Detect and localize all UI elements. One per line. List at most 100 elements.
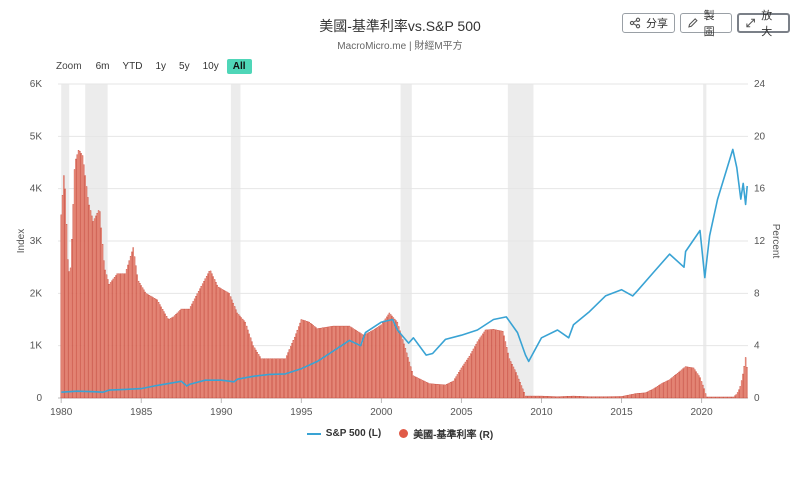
rate-bar: [196, 293, 198, 399]
rate-bar: [480, 335, 483, 399]
rate-bar: [135, 265, 137, 399]
rate-bar: [607, 396, 609, 399]
rate-bar: [715, 396, 717, 399]
rate-bar: [544, 396, 547, 399]
chart-legend: S&P 500 (L) 美國-基準利率 (R): [0, 426, 800, 441]
rate-bar: [332, 325, 335, 399]
rate-bar: [293, 336, 296, 399]
rate-bar: [88, 204, 90, 399]
rate-bar: [216, 284, 218, 399]
rate-bar: [580, 396, 583, 399]
rate-bar: [91, 215, 93, 399]
rate-bar: [527, 395, 529, 399]
rate-bar: [297, 326, 300, 399]
rate-bar: [93, 218, 96, 399]
zoom-ytd-button[interactable]: YTD: [122, 60, 143, 72]
zoom-10y-button[interactable]: 10y: [202, 60, 219, 72]
rate-bar: [434, 383, 436, 399]
rate-bar: [348, 325, 351, 399]
rate-bar: [723, 396, 725, 399]
x-tick-label: 1980: [50, 407, 73, 418]
rate-bar: [706, 396, 708, 399]
rate-bar: [167, 318, 169, 399]
rate-bar: [471, 351, 473, 399]
draw-button[interactable]: 製圖: [680, 10, 732, 38]
rate-bar: [426, 382, 428, 399]
rate-bar: [327, 326, 329, 399]
rate-bar: [746, 367, 748, 399]
rate-bar: [80, 153, 82, 399]
rate-bar: [674, 375, 676, 399]
rate-bar: [550, 396, 552, 399]
rate-bar: [687, 366, 689, 399]
rate-bar: [179, 310, 181, 399]
rate-bar: [147, 294, 149, 399]
rate-bar: [76, 154, 78, 399]
rate-bar: [728, 396, 731, 399]
rate-bar: [635, 393, 637, 399]
rate-bar: [483, 331, 485, 399]
legend-sp500[interactable]: S&P 500 (L): [306, 426, 381, 441]
rate-bar: [570, 395, 572, 399]
rate-bar: [476, 341, 479, 399]
rate-bar: [148, 295, 150, 399]
rate-bar: [599, 396, 601, 399]
rate-bar: [335, 325, 337, 399]
rate-bar: [149, 295, 152, 399]
zoom-6m-button[interactable]: 6m: [95, 60, 110, 72]
rate-bar: [692, 367, 695, 399]
rate-bar: [420, 379, 423, 399]
rate-bar: [576, 396, 579, 399]
zoom-1y-button[interactable]: 1y: [155, 60, 167, 72]
rate-bar: [245, 325, 248, 399]
rate-bar: [265, 358, 268, 399]
rate-bar: [125, 269, 128, 399]
rate-bar: [574, 395, 576, 399]
rate-bar: [211, 273, 213, 399]
rate-bar: [594, 396, 596, 399]
rate-bar: [271, 358, 273, 399]
draw-label: 製圖: [703, 10, 715, 38]
rate-bar: [640, 392, 643, 399]
rate-bar: [642, 392, 644, 399]
zoom-all-button[interactable]: All: [226, 58, 252, 74]
zoom-5y-button[interactable]: 5y: [179, 60, 190, 72]
rate-bar: [152, 297, 154, 399]
legend-fed-rate[interactable]: 美國-基準利率 (R): [399, 426, 493, 441]
rate-bar: [666, 380, 668, 399]
rate-bar: [720, 396, 723, 399]
rate-bar: [184, 308, 186, 399]
rate-bar: [251, 341, 253, 399]
rate-bar: [267, 358, 269, 399]
rate-bar: [288, 349, 291, 399]
rate-bar: [460, 367, 463, 399]
rate-bar: [440, 384, 443, 399]
x-tick-label: 2010: [530, 407, 553, 418]
rate-bar: [352, 328, 355, 399]
rate-bar: [644, 392, 647, 399]
rate-bar: [639, 392, 641, 399]
rate-bar: [490, 329, 492, 399]
rate-bar: [370, 331, 372, 399]
y-axis-right-title: Percent: [770, 224, 781, 259]
rate-bar: [140, 285, 142, 399]
rate-bar: [596, 396, 599, 399]
share-button[interactable]: 分享: [622, 13, 675, 33]
rate-bar: [402, 339, 404, 399]
rate-bar: [272, 358, 274, 399]
rate-bar: [432, 383, 435, 399]
rate-bar: [586, 396, 588, 399]
rate-bar: [364, 334, 367, 399]
expand-button[interactable]: 放大: [737, 10, 790, 38]
rate-bar: [132, 247, 134, 399]
rate-bar: [209, 270, 212, 399]
rate-bar: [399, 330, 401, 399]
rate-bar: [647, 391, 649, 399]
y-tick-left: 6K: [30, 79, 43, 90]
rate-bar: [191, 303, 193, 399]
rate-bar: [592, 396, 595, 399]
rate-bar: [451, 381, 453, 399]
rate-bar: [667, 380, 669, 399]
rate-bar: [372, 329, 375, 399]
rate-bar: [388, 312, 391, 399]
